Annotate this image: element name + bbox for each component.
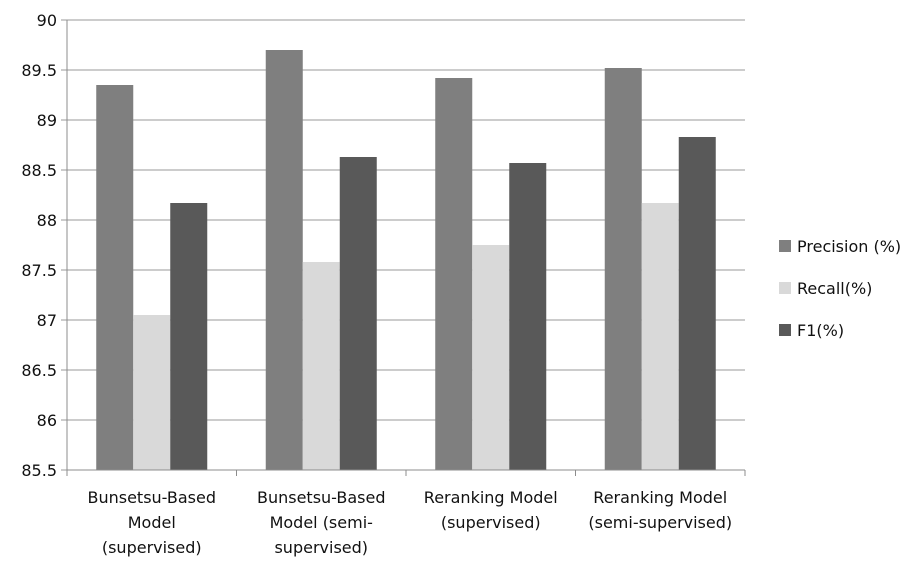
y-tick-label: 86.5 [21,361,57,380]
y-tick-label: 89 [37,111,57,130]
y-tick-label: 89.5 [21,61,57,80]
x-category-label-line: supervised) [274,538,368,557]
bar-precision-2 [265,50,303,470]
bars [96,50,716,470]
x-category-label-line: Model (semi- [270,513,373,532]
x-axis-category-labels: Bunsetsu-Based Model (supervised)Bunsetsu-… [87,488,732,557]
bar-f1-2 [339,157,377,470]
x-category-label-line: (supervised) [441,513,541,532]
legend-swatch [779,324,791,336]
x-category-label-line: Reranking Model [424,488,558,507]
y-tick-label: 87 [37,311,57,330]
bar-recall-2 [302,262,340,470]
legend-swatch [779,282,791,294]
legend: Precision (%) Recall(%) F1(%) [779,237,901,340]
x-category-label-line: Bunsetsu-Based [257,488,386,507]
y-axis-tick-labels: 85.5 86 86.5 87 87.5 88 88.5 89 89.5 90 [21,11,57,480]
y-tick-label: 86 [37,411,57,430]
x-category-label: Bunsetsu-Based Model (semi-supervised) [257,488,386,557]
x-category-label-line: Reranking Model [593,488,727,507]
x-category-label: Bunsetsu-Based Model (supervised) [87,488,216,557]
x-category-label-line: Model [128,513,176,532]
y-tick-label: 85.5 [21,461,57,480]
legend-label: Recall(%) [797,279,872,298]
bar-f1-1 [170,203,208,470]
x-axis [66,20,746,476]
bar-recall-4 [641,203,679,470]
y-tick-label: 87.5 [21,261,57,280]
x-category-label-line: Bunsetsu-Based [87,488,216,507]
bar-f1-4 [678,137,716,470]
x-category-label: Reranking Model (supervised) [424,488,558,532]
y-tick-label: 90 [37,11,57,30]
bar-recall-3 [472,245,510,470]
bar-precision-3 [435,78,473,470]
x-category-label-line: (semi-supervised) [588,513,732,532]
bar-precision-1 [96,85,134,470]
legend-swatch [779,240,791,252]
x-category-label-line: (supervised) [102,538,202,557]
bar-recall-1 [133,315,171,470]
x-category-label: Reranking Model (semi-supervised) [588,488,732,532]
y-tick-label: 88 [37,211,57,230]
y-tick-label: 88.5 [21,161,57,180]
legend-label: F1(%) [797,321,844,340]
bar-f1-3 [509,163,547,470]
bar-precision-4 [604,68,642,470]
legend-label: Precision (%) [797,237,901,256]
